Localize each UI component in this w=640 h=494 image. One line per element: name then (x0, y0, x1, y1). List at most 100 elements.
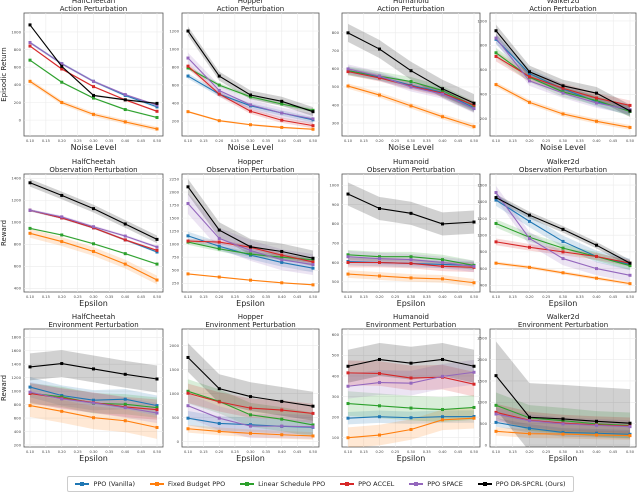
x-tick-label: 0.50 (470, 295, 479, 299)
data-point (311, 124, 315, 128)
data-point (311, 434, 315, 438)
data-point (280, 408, 284, 412)
data-point (346, 261, 350, 264)
x-tick-label: 0.40 (121, 295, 130, 299)
legend-label: Linear Schedule PPO (258, 480, 326, 488)
subplot-4: 0.10 0.15 0.20 0.25 0.30 0.35 0.40 0.45 0.50 400 6… (0, 158, 164, 308)
x-tick-label: 0.45 (293, 295, 301, 299)
data-point (217, 228, 221, 232)
x-tick-label: 0.30 (89, 295, 98, 299)
data-point (561, 417, 565, 421)
data-point (92, 242, 95, 246)
y-tick-label: 0 (177, 439, 180, 444)
data-point (409, 361, 413, 365)
data-point (155, 237, 159, 241)
data-point (528, 219, 531, 223)
x-tick-label: 0.25 (391, 450, 399, 454)
data-point (628, 109, 632, 113)
data-point (217, 74, 221, 78)
x-tick-label: 0.20 (375, 295, 384, 299)
data-point (92, 367, 95, 371)
x-tick-label: 0.25 (74, 450, 82, 454)
data-point (494, 240, 498, 244)
x-tick-label: 0.40 (278, 450, 287, 454)
data-point (346, 255, 350, 259)
subplot-title: Walker2d (547, 0, 580, 5)
data-point (441, 261, 444, 264)
data-point (561, 430, 565, 434)
data-point (155, 377, 159, 381)
data-point (378, 47, 381, 51)
data-point (60, 409, 64, 413)
legend-swatch (409, 482, 424, 486)
x-tick-label: 0.40 (592, 450, 601, 454)
data-point (280, 255, 284, 259)
x-tick-label: 0.40 (438, 450, 447, 454)
y-tick-label: 800 (332, 30, 340, 35)
y-tick-label: 400 (480, 92, 488, 97)
data-point (186, 239, 190, 243)
data-point (378, 415, 381, 419)
data-point (123, 372, 127, 376)
data-point (123, 238, 127, 242)
x-tick-label: 0.15 (200, 139, 208, 143)
data-point (346, 436, 350, 440)
data-point (92, 85, 95, 89)
data-point (378, 74, 381, 78)
data-point (280, 281, 284, 285)
x-tick-label: 0.35 (105, 295, 113, 299)
subplot-11: 0.10 0.15 0.20 0.25 0.30 0.35 0.40 0.45 0.50 0 500… (477, 313, 637, 463)
y-tick-label: 600 (480, 67, 488, 72)
x-tick-label: 0.15 (360, 139, 368, 143)
data-point (280, 253, 284, 257)
data-point (528, 237, 531, 241)
data-point (378, 207, 381, 211)
data-point (528, 245, 531, 249)
data-point (561, 257, 565, 261)
data-point (346, 416, 350, 420)
y-tick-label: 1500 (169, 215, 179, 220)
x-tick-label: 0.30 (246, 139, 255, 143)
x-tick-label: 0.15 (42, 139, 50, 143)
x-tick-label: 0.25 (391, 139, 399, 143)
data-point (628, 125, 632, 129)
x-tick-label: 0.35 (423, 450, 431, 454)
subplot-10: 0.10 0.15 0.20 0.25 0.30 0.35 0.40 0.45 0.50 100 2… (332, 313, 481, 463)
data-point (60, 80, 64, 84)
data-point (378, 255, 381, 259)
x-tick-label: 0.30 (407, 450, 416, 454)
x-tick-label: 0.30 (559, 450, 568, 454)
data-point (494, 54, 498, 58)
data-point (409, 211, 413, 215)
data-point (186, 355, 190, 359)
data-point (409, 104, 413, 108)
x-tick-label: 0.10 (492, 450, 501, 454)
x-tick-label: 0.10 (26, 295, 35, 299)
data-point (378, 433, 381, 437)
legend-label: PPO SPACE (427, 480, 463, 488)
data-point (441, 115, 444, 119)
x-tick-label: 0.15 (509, 139, 517, 143)
data-point (155, 408, 159, 412)
legend-swatch (340, 482, 355, 486)
y-tick-label: 2000 (169, 189, 179, 194)
x-tick-label: 0.50 (309, 295, 318, 299)
data-point (28, 181, 32, 185)
data-point (472, 107, 476, 111)
plot-content (186, 179, 315, 287)
y-tick-label: 300 (332, 394, 340, 399)
data-point (28, 226, 32, 230)
data-point (217, 416, 221, 420)
data-point (528, 72, 531, 76)
legend: PPO (Vanilla) Fixed Budget PPO Linear Sc… (67, 476, 574, 492)
confidence-band (496, 51, 630, 111)
plot-content (346, 343, 476, 447)
legend-label: PPO DR-SPCRL (Ours) (495, 480, 566, 488)
data-point (378, 371, 381, 375)
x-tick-label: 0.35 (423, 139, 431, 143)
data-point (249, 95, 252, 99)
data-point (92, 79, 95, 83)
data-point (280, 99, 284, 103)
x-tick-label: 0.45 (609, 450, 617, 454)
x-tick-label: 0.50 (470, 450, 479, 454)
